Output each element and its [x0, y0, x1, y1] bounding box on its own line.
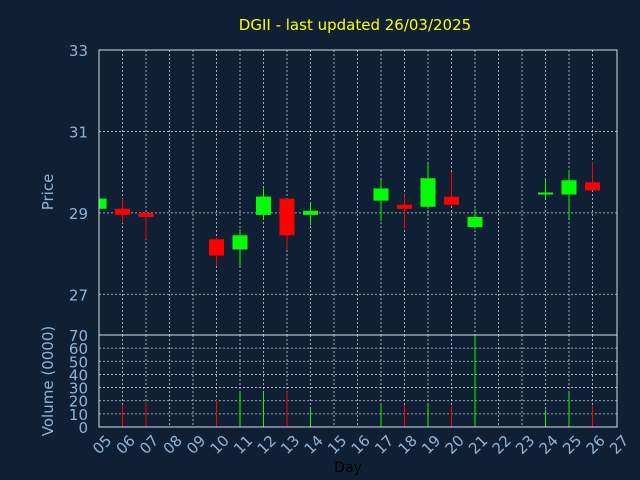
- candle-body: [561, 180, 577, 195]
- candle-body: [209, 239, 224, 256]
- volume-bars: [98, 336, 593, 427]
- price-axis-ticks: 33 31 29 27: [69, 42, 88, 304]
- candle-body: [444, 196, 459, 205]
- candle-body: [279, 198, 295, 236]
- volume-tick-label: 10: [69, 406, 88, 424]
- candle-body: [138, 212, 154, 217]
- price-tick-label: 27: [69, 286, 88, 304]
- candle-body: [538, 192, 553, 195]
- candle-body: [420, 178, 436, 207]
- candle-body: [585, 182, 600, 191]
- volume-tick-label: 60: [69, 340, 88, 358]
- volume-panel-frame: [98, 334, 618, 428]
- price-grid: [99, 49, 617, 335]
- candles: [98, 161, 600, 266]
- volume-tick-label: 20: [69, 393, 88, 411]
- volume-tick-label: 40: [69, 366, 88, 384]
- price-tick-label: 29: [69, 205, 88, 223]
- volume-tick-label: 70: [69, 327, 88, 345]
- price-tick-label: 31: [69, 123, 88, 141]
- volume-tick-label: 30: [69, 380, 88, 398]
- x-axis-label: Day: [334, 460, 362, 476]
- candle-body: [99, 198, 107, 209]
- chart-title: DGII - last updated 26/03/2025: [239, 16, 471, 34]
- price-axis-label: Price: [39, 174, 57, 211]
- candle-body: [256, 196, 271, 215]
- x-axis-ticks: 0506070809101112131415161718192021222324…: [89, 432, 632, 458]
- candle-body: [397, 204, 412, 209]
- volume-tick-label: 0: [78, 419, 88, 437]
- candle-body: [373, 188, 389, 201]
- candle-body: [303, 210, 318, 215]
- candle-body: [232, 235, 248, 250]
- price-tick-label: 33: [69, 42, 88, 60]
- volume-tick-label: 50: [69, 353, 88, 371]
- candle-body: [115, 208, 130, 215]
- candle-body: [467, 216, 483, 228]
- volume-axis-label: Volume (0000): [39, 326, 57, 436]
